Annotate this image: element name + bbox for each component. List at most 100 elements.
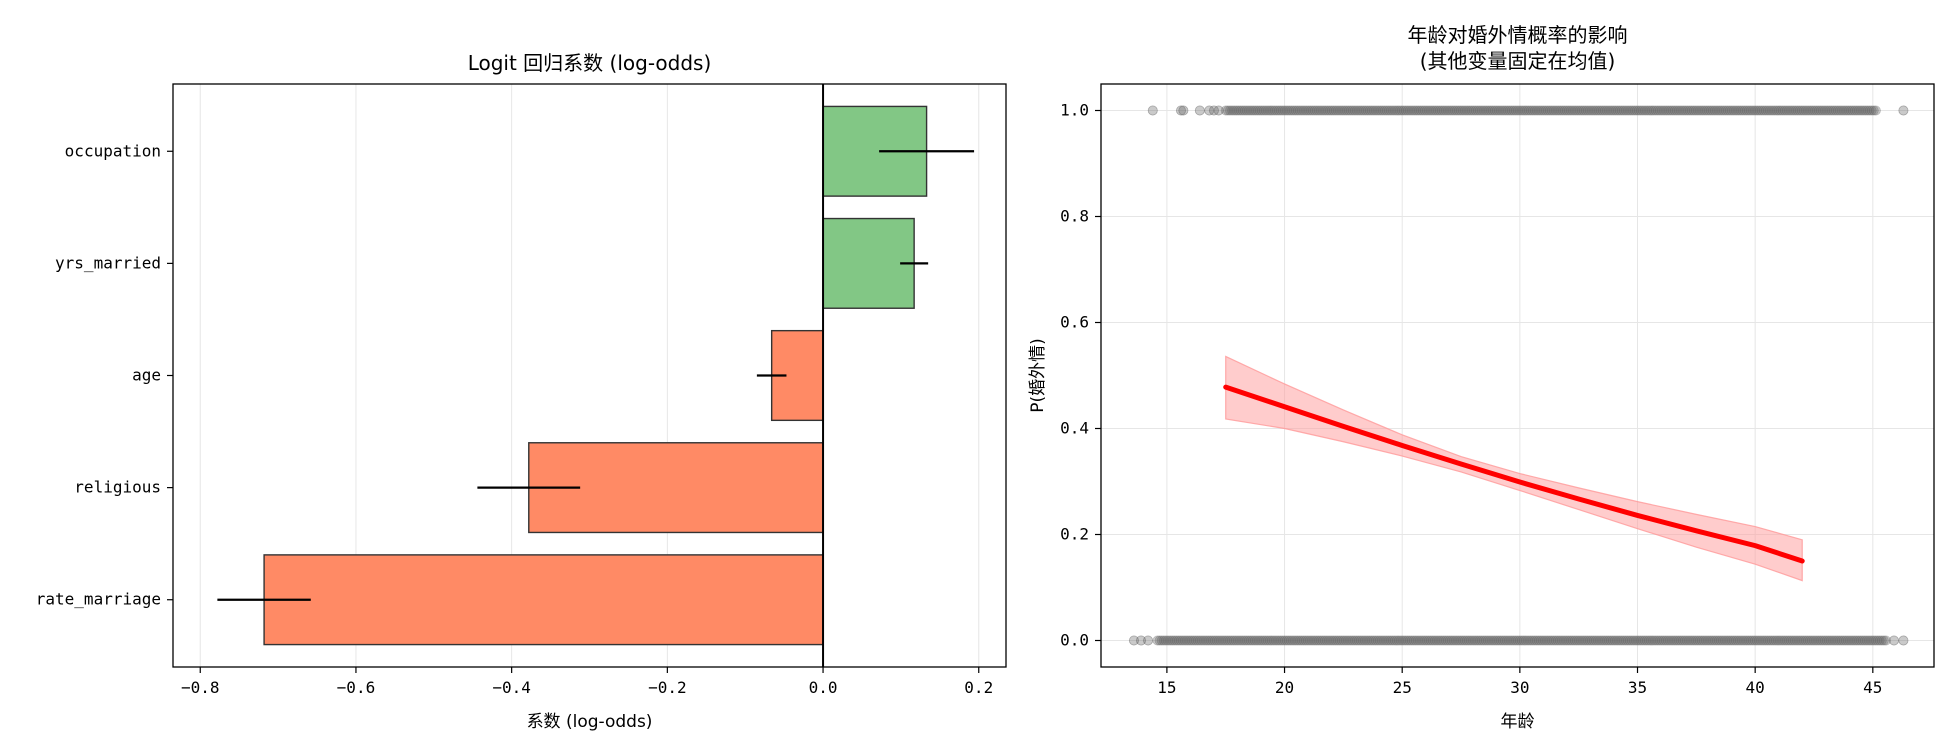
observation-point	[1648, 635, 1659, 646]
observation-point	[1178, 105, 1189, 116]
observation-point	[1684, 105, 1695, 116]
right-grid	[1101, 84, 1934, 667]
observation-point	[1565, 105, 1576, 116]
observation-point	[1684, 635, 1695, 646]
observation-point	[1368, 635, 1379, 646]
observation-point	[1584, 635, 1595, 646]
right-y-tick-label: 0.0	[1060, 631, 1089, 650]
observation-point	[1404, 635, 1415, 646]
observation-point	[1527, 105, 1538, 116]
observation-point	[1256, 105, 1267, 116]
observation-point	[1383, 105, 1394, 116]
right-x-axis-label: 年龄	[1501, 712, 1535, 732]
observation-point	[1699, 105, 1710, 116]
observation-point	[1279, 635, 1290, 646]
observation-point	[1520, 635, 1531, 646]
observation-point	[1275, 105, 1286, 116]
observation-point	[1599, 105, 1610, 116]
observation-point	[1748, 105, 1759, 116]
observation-point	[1440, 105, 1451, 116]
observation-point	[1813, 105, 1824, 116]
observation-point	[1427, 635, 1438, 646]
observation-point	[1241, 105, 1252, 116]
observation-point	[1351, 635, 1362, 646]
observation-point	[1277, 105, 1288, 116]
observation-point	[1586, 635, 1597, 646]
observation-point	[1572, 105, 1583, 116]
right-x-tick-label: 20	[1275, 678, 1294, 697]
observation-point	[1781, 635, 1792, 646]
observation-point	[1664, 635, 1675, 646]
observation-point	[1436, 105, 1447, 116]
observation-point	[1798, 105, 1809, 116]
observation-point	[1360, 635, 1371, 646]
observation-point	[1432, 105, 1443, 116]
observation-point	[1635, 635, 1646, 646]
observation-point	[1332, 105, 1343, 116]
observation-point	[1227, 105, 1238, 116]
observation-point	[1436, 635, 1447, 646]
observation-point	[1570, 105, 1581, 116]
observation-point	[1412, 635, 1423, 646]
observation-point	[1250, 105, 1261, 116]
observation-point	[1326, 635, 1337, 646]
observation-point	[1584, 105, 1595, 116]
observation-point	[1661, 105, 1672, 116]
observation-point	[1589, 105, 1600, 116]
observation-point	[1609, 635, 1620, 646]
observation-point	[1724, 105, 1735, 116]
observation-point	[1316, 105, 1327, 116]
right-y-axis-label: P(婚外情)	[1028, 338, 1048, 413]
observation-point	[1665, 105, 1676, 116]
observation-point	[1457, 635, 1468, 646]
observation-point	[1169, 635, 1180, 646]
observation-point	[1372, 635, 1383, 646]
observation-point	[1425, 635, 1436, 646]
observation-point	[1309, 105, 1320, 116]
observation-point	[1143, 635, 1154, 646]
observation-point	[1448, 635, 1459, 646]
observation-point	[1698, 635, 1709, 646]
observation-point	[1237, 635, 1248, 646]
observation-point	[1607, 635, 1618, 646]
observation-point	[1866, 635, 1877, 646]
observation-point	[1824, 105, 1835, 116]
observation-point	[1546, 105, 1557, 116]
observation-point	[1356, 105, 1367, 116]
observation-point	[1438, 635, 1449, 646]
observation-point	[1599, 635, 1610, 646]
observation-point	[1438, 105, 1449, 116]
observation-point	[1493, 635, 1504, 646]
observation-point	[1754, 105, 1765, 116]
observation-point	[1493, 105, 1504, 116]
observation-point	[1544, 105, 1555, 116]
observation-point	[1345, 105, 1356, 116]
observation-point	[1796, 635, 1807, 646]
observation-point	[1391, 635, 1402, 646]
observation-point	[1574, 105, 1585, 116]
observation-point	[1688, 105, 1699, 116]
observation-point	[1510, 635, 1521, 646]
observation-point	[1381, 635, 1392, 646]
observation-point	[1815, 635, 1826, 646]
observation-point	[1254, 105, 1265, 116]
observation-point	[1844, 635, 1855, 646]
observation-point	[1387, 635, 1398, 646]
observation-point	[1678, 105, 1689, 116]
observation-point	[1447, 105, 1458, 116]
observation-point	[1817, 105, 1828, 116]
observation-point	[1851, 105, 1862, 116]
observation-point	[1288, 105, 1299, 116]
observation-point	[1546, 635, 1557, 646]
observation-point	[1853, 635, 1864, 646]
observation-point	[1421, 635, 1432, 646]
observation-point	[1381, 105, 1392, 116]
observation-point	[1777, 635, 1788, 646]
observation-point	[1845, 105, 1856, 116]
observation-point	[1587, 105, 1598, 116]
observation-point	[1280, 105, 1291, 116]
observation-point	[1786, 105, 1797, 116]
observation-point	[1300, 635, 1311, 646]
observation-point	[1722, 105, 1733, 116]
observation-point	[1878, 635, 1889, 646]
